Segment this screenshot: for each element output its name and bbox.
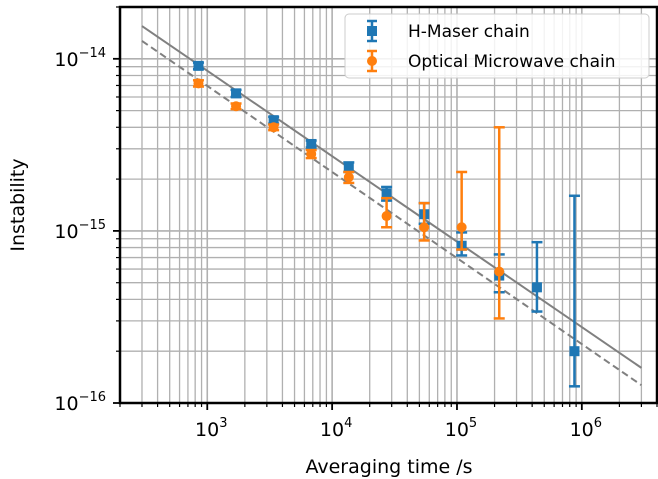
legend-label-optical: Optical Microwave chain bbox=[408, 52, 616, 72]
data-point bbox=[569, 346, 580, 357]
x-tick-label: 103 bbox=[195, 416, 227, 441]
data-point bbox=[231, 101, 242, 112]
fit-line-dashed bbox=[141, 40, 642, 386]
x-tick-label: 105 bbox=[445, 416, 477, 441]
legend-marker bbox=[367, 56, 377, 66]
y-tick-label: 10−15 bbox=[54, 218, 106, 243]
legend: H-Maser chain Optical Microwave chain bbox=[344, 13, 650, 79]
data-point bbox=[381, 211, 392, 222]
x-tick-label: 106 bbox=[570, 416, 602, 441]
data-point bbox=[231, 88, 242, 99]
legend-entries bbox=[367, 19, 377, 73]
plot-frame bbox=[118, 5, 658, 405]
data-point bbox=[193, 78, 204, 89]
data-point bbox=[456, 222, 467, 233]
data-point bbox=[193, 60, 204, 71]
data-point bbox=[494, 266, 505, 277]
data-series bbox=[192, 60, 580, 388]
data-point bbox=[419, 222, 430, 233]
x-axis-title: Averaging time /s bbox=[305, 456, 472, 478]
legend-marker bbox=[367, 26, 377, 36]
data-point bbox=[531, 282, 542, 293]
data-point bbox=[268, 115, 279, 126]
data-point bbox=[268, 122, 279, 133]
data-point bbox=[306, 148, 317, 159]
series-optical bbox=[192, 78, 505, 320]
data-point bbox=[381, 188, 392, 199]
data-point bbox=[343, 172, 354, 183]
y-tick-label: 10−16 bbox=[54, 390, 106, 415]
y-tick-label: 10−14 bbox=[54, 46, 106, 71]
x-tick-label: 104 bbox=[320, 416, 352, 441]
legend-label-hmaser: H-Maser chain bbox=[408, 22, 530, 42]
data-point bbox=[343, 162, 354, 173]
y-axis-title: Instability bbox=[7, 158, 29, 251]
data-point bbox=[306, 138, 317, 149]
axis-ticks: 103 104 105 106 10−14 10−15 10−16 bbox=[54, 6, 658, 441]
legend-box bbox=[344, 13, 650, 79]
